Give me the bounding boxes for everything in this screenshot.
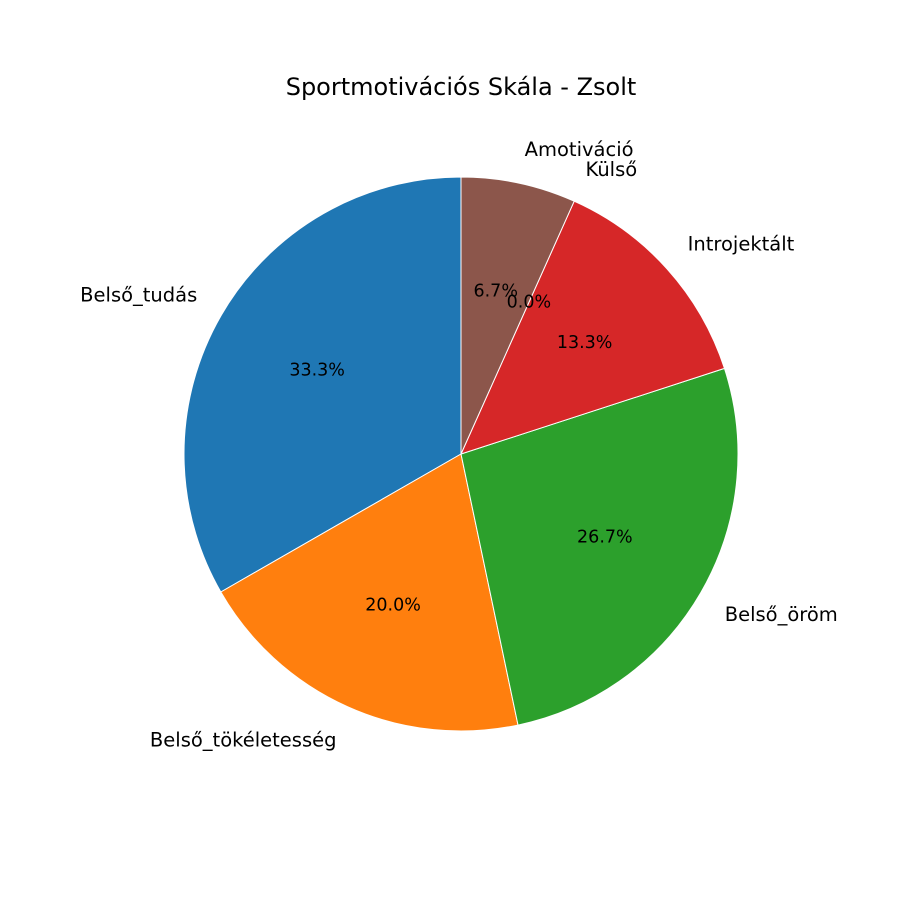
pie-slice-amotivacio [460,176,575,455]
slice-label-kulso: Külső [586,158,638,181]
slice-percent-belso-tokeletesseg: 20.0% [365,596,421,616]
slice-label-belso-tokeletesseg: Belső_tökéletesség [150,729,337,752]
pie-slice-belso-tokeletesseg [220,453,519,732]
slice-label-belso-tudas: Belső_tudás [80,283,197,306]
slice-percent-belso-orom: 26.7% [577,527,633,547]
slice-percent-belso-tudas: 33.3% [289,361,345,381]
chart-title: Sportmotivációs Skála - Zsolt [286,73,637,101]
slice-percent-kulso: 0.0% [507,292,551,312]
slice-label-belso-orom: Belső_öröm [725,603,838,626]
pie-labels: Belső_tudás 33.3% Belső_tökéletesség 20.0% B… [80,138,838,751]
pie-slice-introjektalt [460,200,726,455]
slice-percent-introjektalt: 13.3% [557,333,613,353]
pie-slice-belso-tudas [183,176,462,593]
slice-percent-amotivacio: 6.7% [473,281,517,301]
slice-label-amotivacio: Amotiváció [525,138,634,161]
slice-label-introjektalt: Introjektált [688,232,795,255]
pie-slices [183,176,739,732]
pie-slice-belso-orom [460,367,739,726]
